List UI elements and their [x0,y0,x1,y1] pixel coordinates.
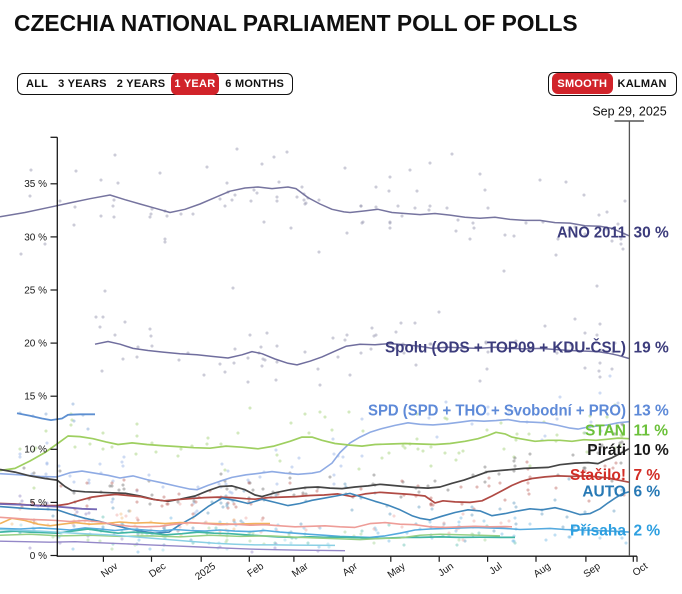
svg-text:Oct: Oct [631,561,650,579]
svg-text:AUTO: AUTO [582,484,626,501]
svg-text:ANO 2011: ANO 2011 [557,225,626,242]
svg-text:SPD (SPD + THO + Svobodní + PR: SPD (SPD + THO + Svobodní + PRO) [368,403,626,420]
svg-text:Feb: Feb [246,561,267,580]
svg-text:7 %: 7 % [634,467,661,484]
svg-text:11 %: 11 % [634,423,669,440]
svg-text:Jun: Jun [436,561,456,579]
svg-text:35 %: 35 % [24,179,47,190]
svg-text:13 %: 13 % [634,403,670,420]
svg-text:Stačilo!: Stačilo! [570,467,626,484]
svg-text:15 %: 15 % [24,392,47,403]
svg-text:Apr: Apr [341,561,361,579]
svg-text:May: May [386,561,408,581]
svg-text:Spolu (ODS + TOP09 + KDU-ČSL): Spolu (ODS + TOP09 + KDU-ČSL) [385,339,626,357]
svg-text:30 %: 30 % [24,232,47,243]
svg-text:30 %: 30 % [634,225,670,242]
svg-text:5 %: 5 % [30,498,47,509]
svg-text:Přísaha: Přísaha [570,523,626,540]
svg-text:STAN: STAN [585,423,626,440]
svg-text:20 %: 20 % [24,339,47,350]
svg-text:Nov: Nov [99,561,120,580]
svg-text:Jul: Jul [488,561,505,577]
svg-text:2025: 2025 [193,561,218,583]
svg-text:Mar: Mar [290,561,311,580]
svg-text:10 %: 10 % [24,445,47,456]
svg-text:Aug: Aug [532,561,553,580]
svg-text:19 %: 19 % [634,340,670,357]
svg-text:6 %: 6 % [634,484,661,501]
svg-text:Piráti: Piráti [587,442,626,459]
svg-text:Sep 29, 2025: Sep 29, 2025 [592,105,666,119]
svg-text:25 %: 25 % [24,285,47,296]
svg-text:Dec: Dec [147,561,168,580]
svg-text:2 %: 2 % [634,523,661,540]
svg-text:10 %: 10 % [634,442,670,459]
svg-text:0 %: 0 % [30,551,47,562]
svg-text:Sep: Sep [582,561,603,580]
